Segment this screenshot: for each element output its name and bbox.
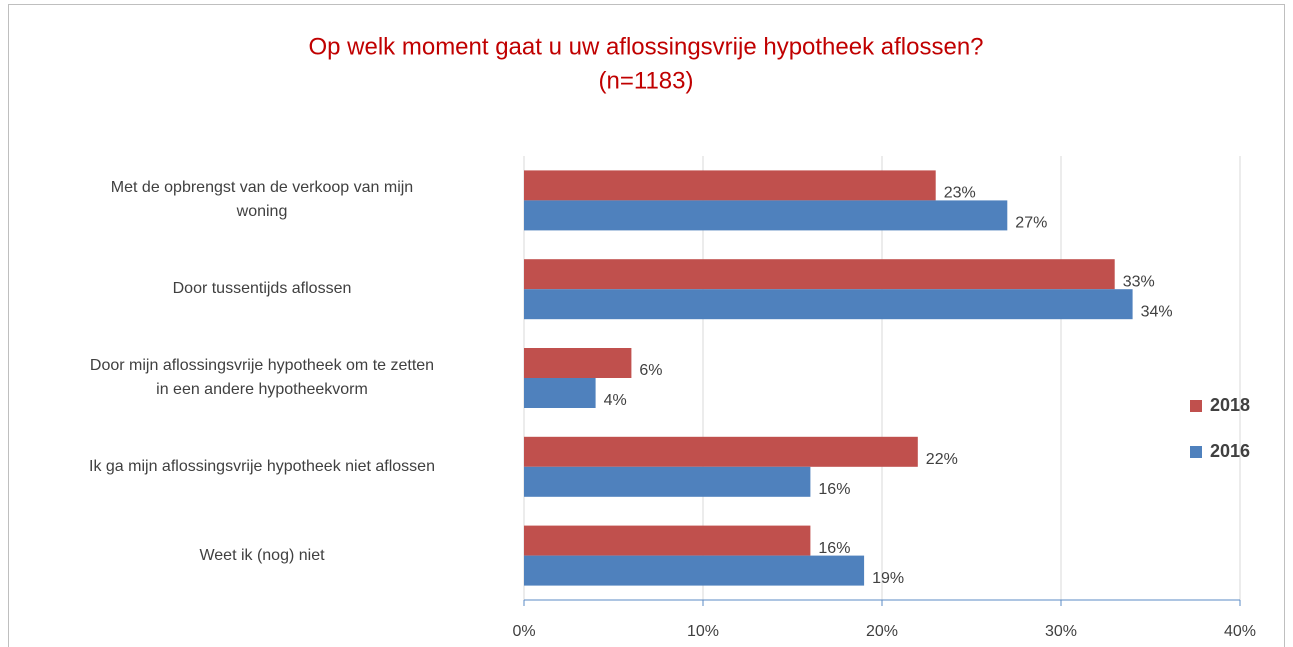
data-label: 4% bbox=[604, 392, 627, 409]
bar bbox=[524, 436, 918, 467]
data-label: 33% bbox=[1123, 273, 1155, 290]
data-label: 19% bbox=[872, 570, 904, 587]
data-label: 23% bbox=[944, 185, 976, 202]
legend-swatch bbox=[1190, 446, 1202, 458]
data-label: 27% bbox=[1015, 215, 1047, 232]
chart-title: Op welk moment gaat u uw aflossingsvrije… bbox=[308, 33, 983, 60]
x-tick-label: 20% bbox=[866, 623, 898, 640]
x-tick-label: 30% bbox=[1045, 623, 1077, 640]
bar bbox=[524, 259, 1115, 290]
y-tick-label: Door mijn aflossingsvrije hypotheek om t… bbox=[89, 357, 435, 398]
data-label: 16% bbox=[818, 481, 850, 498]
bar bbox=[524, 555, 865, 586]
data-label: 6% bbox=[639, 362, 662, 379]
bar bbox=[524, 200, 1008, 231]
legend-swatch bbox=[1190, 400, 1202, 412]
bar bbox=[524, 466, 811, 497]
bar bbox=[524, 348, 632, 378]
data-label: 34% bbox=[1141, 303, 1173, 320]
legend-label: 2016 bbox=[1210, 441, 1250, 461]
x-tick-label: 0% bbox=[512, 623, 535, 640]
data-label: 16% bbox=[818, 540, 850, 557]
bar bbox=[524, 378, 596, 408]
bar bbox=[524, 170, 936, 201]
y-tick-label: Met de opbrengst van de verkoop van mijn… bbox=[110, 179, 414, 221]
bar bbox=[524, 525, 811, 556]
bar bbox=[524, 289, 1133, 320]
y-tick-label: Ik ga mijn aflossingsvrije hypotheek nie… bbox=[89, 457, 435, 475]
chart-subtitle: (n=1183) bbox=[599, 67, 694, 94]
y-tick-label: Weet ik (nog) niet bbox=[199, 546, 325, 564]
legend-label: 2018 bbox=[1210, 395, 1250, 415]
x-tick-label: 40% bbox=[1224, 623, 1256, 640]
y-tick-label: Door tussentijds aflossen bbox=[172, 280, 352, 298]
chart-frame bbox=[8, 4, 1285, 647]
data-label: 22% bbox=[926, 451, 958, 468]
x-tick-label: 10% bbox=[687, 623, 719, 640]
